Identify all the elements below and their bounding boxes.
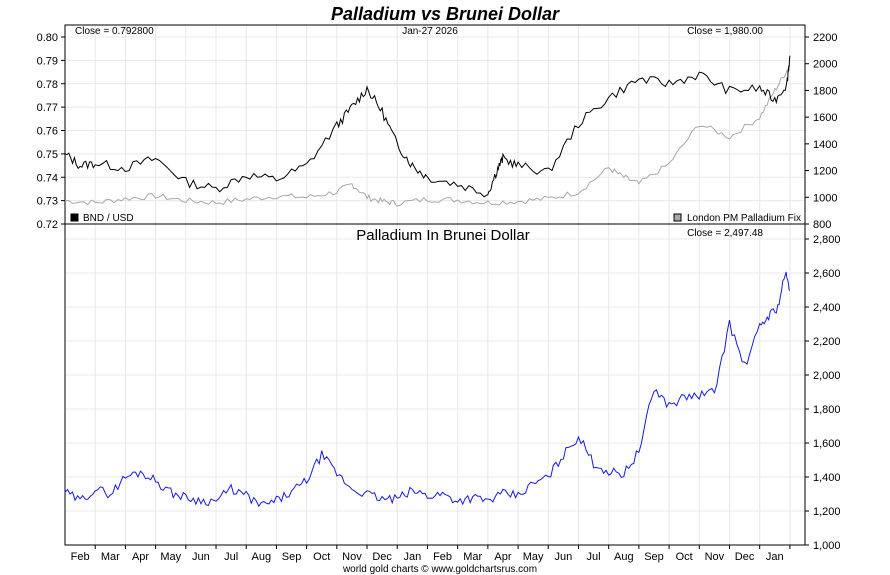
bottom-tick-label: 2,400 [813, 302, 841, 314]
x-tick-label: Jan [766, 551, 784, 563]
series-line-bnd-usd [64, 55, 791, 198]
bottom-tick-label: 1,200 [813, 506, 841, 518]
left-tick-label: 0.78 [37, 79, 58, 91]
x-tick-label: May [523, 551, 544, 563]
x-tick-label: Feb [71, 551, 90, 563]
legend-bnd-swatch [70, 213, 79, 222]
bottom-close-label: Close = 2,497.48 [687, 228, 763, 239]
x-tick-label: Apr [132, 551, 149, 563]
x-tick-label: Mar [101, 551, 120, 563]
bottom-tick-label: 2,600 [813, 268, 841, 280]
bottom-tick-label: 1,600 [813, 438, 841, 450]
x-tick-label: Oct [676, 551, 693, 563]
right-tick-label: 2200 [813, 32, 837, 44]
right-tick-label: 1000 [813, 192, 837, 204]
left-tick-label: 0.72 [37, 219, 58, 231]
bottom-panel-grid [65, 224, 805, 546]
left-tick-label: 0.80 [37, 32, 58, 44]
top-right-axis: 2200 2000 1800 1600 1400 1200 1000 800 [805, 32, 837, 231]
right-tick-label: 1600 [813, 112, 837, 124]
x-tick-label: Nov [342, 551, 362, 563]
right-tick-label: 1400 [813, 139, 837, 151]
bottom-tick-label: 2,800 [813, 234, 841, 246]
x-tick-label: Jul [587, 551, 601, 563]
bottom-right-axis: 2,800 2,600 2,400 2,200 2,000 1,800 1,600 1,400… [805, 234, 841, 552]
bottom-panel-title: Palladium In Brunei Dollar [356, 227, 529, 244]
series-line-palladium-bnd [64, 271, 791, 508]
x-tick-label: Nov [705, 551, 725, 563]
x-tick-label: Oct [313, 551, 330, 563]
x-tick-label: Feb [433, 551, 452, 563]
x-tick-label: Sep [282, 551, 302, 563]
top-panel-grid [65, 25, 805, 225]
series-layer [64, 55, 791, 508]
bottom-tick-label: 2,000 [813, 370, 841, 382]
bottom-tick-label: 1,800 [813, 404, 841, 416]
bottom-tick-label: 1,400 [813, 472, 841, 484]
right-tick-label: 800 [813, 219, 831, 231]
x-tick-label: Jan [403, 551, 421, 563]
date-label: Jan-27 2026 [402, 26, 458, 37]
left-tick-label: 0.79 [37, 55, 58, 67]
left-tick-label: 0.76 [37, 126, 58, 138]
left-tick-label: 0.73 [37, 196, 58, 208]
x-tick-label: Aug [614, 551, 634, 563]
x-tick-label: Apr [494, 551, 511, 563]
left-tick-label: 0.74 [37, 172, 58, 184]
x-tick-label: Jul [224, 551, 238, 563]
legend-bnd-label: BND / USD [83, 213, 134, 224]
x-tick-label: Aug [252, 551, 272, 563]
chart-title: Palladium vs Brunei Dollar [331, 4, 560, 24]
bnd-close-label: Close = 0.792800 [75, 26, 154, 37]
top-left-axis: 0.80 0.79 0.78 0.77 0.76 0.75 0.74 0.73 0.72 [37, 32, 65, 231]
left-tick-label: 0.75 [37, 149, 58, 161]
x-tick-label: May [160, 551, 181, 563]
bottom-tick-label: 1,000 [813, 540, 841, 552]
right-tick-label: 2000 [813, 59, 837, 71]
right-tick-label: 1200 [813, 166, 837, 178]
right-tick-label: 1800 [813, 85, 837, 97]
bottom-panel-frame [64, 223, 806, 546]
footer-credit: world gold charts © www.goldchartsrus.co… [342, 564, 537, 575]
legend-palladium-swatch [673, 213, 682, 222]
bottom-tick-label: 2,200 [813, 336, 841, 348]
x-tick-label: Jun [554, 551, 572, 563]
legend-palladium-label: London PM Palladium Fix [687, 213, 801, 224]
series-line-palladium-fix [64, 65, 791, 207]
palladium-close-label: Close = 1,980.00 [687, 26, 763, 37]
top-panel-frame [64, 24, 806, 225]
x-tick-label: Dec [735, 551, 755, 563]
x-tick-label: Mar [463, 551, 482, 563]
x-tick-label: Dec [372, 551, 392, 563]
x-tick-label: Sep [644, 551, 664, 563]
x-tick-label: Jun [192, 551, 210, 563]
x-axis: Feb Mar Apr May Jun Jul Aug Sep Oct Nov Dec Jan Feb M… [71, 545, 791, 563]
left-tick-label: 0.77 [37, 102, 58, 114]
